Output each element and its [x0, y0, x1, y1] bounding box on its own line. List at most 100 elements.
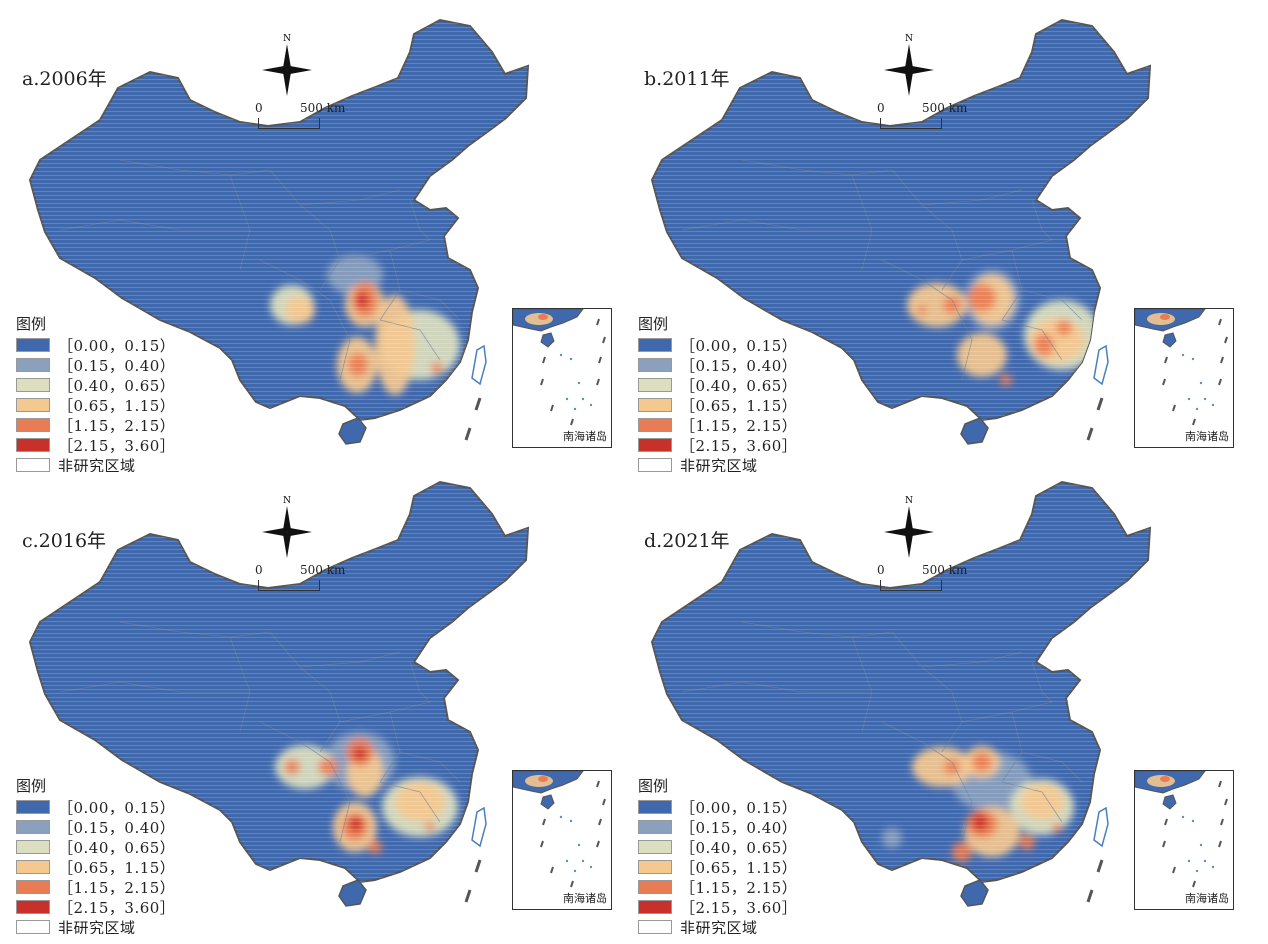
legend-title: 图例: [16, 777, 47, 795]
boundary-dash: [474, 397, 482, 411]
south-china-sea-inset: 南海诸岛: [512, 308, 612, 448]
taiwan-non-study: [471, 806, 487, 848]
legend-swatch: [16, 840, 50, 854]
legend-label: ［0.65，1.15）: [58, 396, 176, 415]
boundary-dash: [474, 859, 482, 873]
legend-item: ［0.65，1.15）: [638, 857, 808, 877]
south-china-sea-inset: 南海诸岛: [512, 770, 612, 910]
taiwan-non-study: [1093, 806, 1109, 848]
north-arrow-icon: N: [884, 32, 934, 96]
legend-swatch: [16, 338, 50, 352]
scale-distance-label: 500 km: [300, 563, 346, 577]
legend-label: ［2.15，3.60］: [680, 436, 798, 455]
boundary-dash: [1086, 889, 1094, 903]
legend-swatch: [638, 820, 672, 834]
legend-label: ［1.15，2.15）: [58, 416, 176, 435]
legend-swatch: [16, 358, 50, 372]
legend-item: ［0.15，0.40）: [16, 817, 186, 837]
legend-item: ［0.00，0.15）: [638, 335, 808, 355]
legend-item: ［0.65，1.15）: [16, 857, 186, 877]
legend-swatch: [638, 880, 672, 894]
legend-item: ［0.40，0.65）: [16, 375, 186, 395]
china-map: [28, 480, 530, 907]
north-arrow-icon: N: [262, 494, 312, 558]
legend-swatch: [638, 338, 672, 352]
legend-swatch: [16, 800, 50, 814]
panel-title: a.2006年: [22, 68, 107, 90]
legend-item: ［0.15，0.40）: [638, 355, 808, 375]
scale-bar-line: [880, 580, 942, 591]
scale-bar: 0 500 km: [252, 101, 352, 131]
legend-label: 非研究区域: [58, 918, 136, 935]
legend-title: 图例: [638, 777, 669, 795]
legend-swatch: [16, 458, 50, 472]
scale-distance-label: 500 km: [300, 101, 346, 115]
north-label: N: [283, 34, 291, 44]
legend-item: ［0.65，1.15）: [16, 395, 186, 415]
legend-title: 图例: [16, 315, 47, 333]
legend-item: ［0.00，0.15）: [16, 797, 186, 817]
hainan-island: [338, 879, 367, 907]
legend-item: ［1.15，2.15）: [16, 877, 186, 897]
legend-swatch: [16, 920, 50, 934]
scale-distance-label: 500 km: [922, 563, 968, 577]
legend-swatch: [16, 418, 50, 432]
legend-label: ［0.40，0.65）: [680, 838, 798, 857]
north-arrow-icon: N: [884, 494, 934, 558]
legend-label: ［0.65，1.15）: [680, 396, 798, 415]
legend-item: ［1.15，2.15）: [638, 877, 808, 897]
legend-swatch: [16, 398, 50, 412]
legend-label: ［0.65，1.15）: [680, 858, 798, 877]
boundary-dash: [464, 889, 472, 903]
legend-label: ［0.65，1.15）: [58, 858, 176, 877]
legend-item: ［0.40，0.65）: [638, 837, 808, 857]
legend-label: ［0.15，0.40）: [680, 818, 798, 837]
legend-item: ［1.15，2.15）: [638, 415, 808, 435]
north-label: N: [905, 496, 913, 506]
legend-title: 图例: [638, 315, 669, 333]
china-map: [650, 18, 1152, 445]
legend-swatch: [16, 860, 50, 874]
legend-item: ［2.15，3.60］: [638, 897, 808, 917]
legend-label: ［0.15，0.40）: [680, 356, 798, 375]
scale-bar: 0 500 km: [874, 101, 974, 131]
inset-label: 南海诸岛: [563, 892, 607, 905]
legend-item: ［0.40，0.65）: [16, 837, 186, 857]
legend-label: ［2.15，3.60］: [680, 898, 798, 917]
legend-swatch: [638, 800, 672, 814]
legend-item: ［2.15，3.60］: [16, 897, 186, 917]
legend-swatch: [638, 398, 672, 412]
panel-title: d.2021年: [644, 530, 730, 552]
legend-item-non-study: 非研究区域: [16, 455, 186, 472]
legend-label: ［0.15，0.40）: [58, 356, 176, 375]
scale-bar: 0 500 km: [874, 563, 974, 593]
taiwan-non-study: [471, 344, 487, 386]
legend-label: ［2.15，3.60］: [58, 898, 176, 917]
boundary-dash: [1096, 859, 1104, 873]
hainan-island: [960, 879, 989, 907]
inset-label: 南海诸岛: [563, 430, 607, 443]
panel-title: c.2016年: [22, 530, 107, 552]
legend-swatch: [638, 418, 672, 432]
legend: 图例 ［0.00，0.15） ［0.15，0.40） ［0.40，0.65） ［0.65…: [16, 776, 186, 934]
legend-item: ［2.15，3.60］: [16, 435, 186, 455]
scale-bar-line: [258, 118, 320, 129]
scale-zero-label: 0: [877, 563, 885, 577]
map-panel: c.2016年 N 0 500 km 图例 ［0.00，0.15） ［0.15，0.40） ［…: [0, 462, 634, 934]
boundary-dash: [1096, 397, 1104, 411]
north-label: N: [905, 34, 913, 44]
legend-swatch: [638, 458, 672, 472]
hainan-island: [960, 417, 989, 445]
legend: 图例 ［0.00，0.15） ［0.15，0.40） ［0.40，0.65） ［0.65…: [638, 314, 808, 472]
legend-item: ［0.00，0.15）: [16, 335, 186, 355]
south-china-sea-inset: 南海诸岛: [1134, 770, 1234, 910]
legend-item: ［0.15，0.40）: [638, 817, 808, 837]
legend-swatch: [638, 378, 672, 392]
map-panel: a.2006年 N 0 500 km 图例 ［0.00，0.15） ［0.15，0.40） ［…: [0, 0, 634, 472]
legend-label: 非研究区域: [680, 918, 758, 935]
inset-label: 南海诸岛: [1185, 430, 1229, 443]
legend-item: ［0.15，0.40）: [16, 355, 186, 375]
south-china-sea-inset: 南海诸岛: [1134, 308, 1234, 448]
scale-zero-label: 0: [255, 563, 263, 577]
scale-bar: 0 500 km: [252, 563, 352, 593]
